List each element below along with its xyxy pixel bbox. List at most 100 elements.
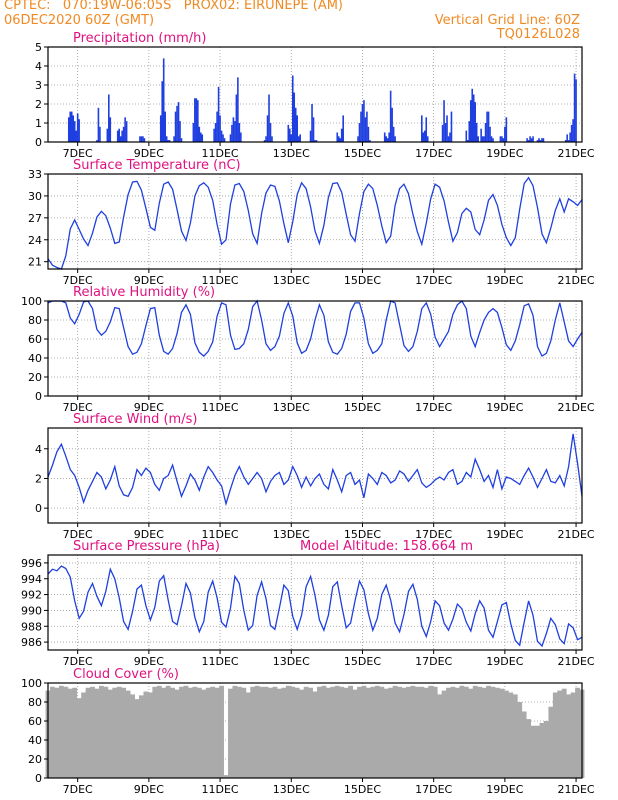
precip-bar: [159, 115, 162, 142]
cloud-bar: [90, 686, 95, 778]
precip-bar: [539, 140, 542, 142]
precip-bar: [268, 94, 270, 142]
precip-bar: [229, 134, 232, 142]
cloud-bar: [495, 687, 500, 778]
cloud-bar: [147, 692, 153, 778]
cloud-bar: [428, 685, 434, 778]
precip-bar: [106, 128, 109, 142]
cloud-bar: [223, 775, 229, 778]
xtick-label-pressure-1: 9DEC: [134, 655, 164, 668]
cloud-bar: [517, 702, 523, 778]
ytick-label-cloud-cover-5: 100: [21, 677, 42, 690]
cloud-bar: [259, 686, 265, 778]
cloud-bar: [81, 692, 87, 778]
ytick-label-temperature-4: 33: [28, 168, 42, 181]
xtick-label-pressure-6: 19DEC: [486, 655, 523, 668]
cloud-bar: [103, 686, 109, 778]
precip-bar: [99, 126, 101, 142]
xtick-label-wind-0: 7DEC: [63, 528, 93, 541]
cloud-bar: [210, 686, 216, 778]
cloud-bar: [290, 686, 296, 778]
precip-bar: [483, 136, 485, 142]
precip-bar: [72, 115, 75, 142]
panel-title-wind: Surface Wind (m/s): [73, 412, 197, 427]
cloud-bar: [334, 685, 340, 778]
cloud-bar: [236, 686, 242, 778]
cloud-bar: [285, 685, 291, 778]
cloud-bar: [370, 686, 376, 778]
precip-bar: [297, 136, 300, 142]
precip-bar: [216, 111, 218, 142]
cloud-bar: [179, 686, 184, 778]
precip-bar: [336, 132, 339, 142]
precip-bar: [164, 111, 166, 142]
cloud-bar: [107, 689, 113, 778]
cloud-bar: [543, 721, 549, 778]
xtick-label-precipitation-4: 15DEC: [344, 147, 381, 160]
cloud-bar: [552, 692, 558, 778]
xtick-label-temperature-7: 21DEC: [558, 274, 595, 287]
xtick-label-temperature-2: 11DEC: [202, 274, 239, 287]
precip-bar: [294, 107, 297, 142]
frame-humidity: [47, 300, 583, 397]
cloud-bar: [481, 687, 487, 778]
cloud-bar: [308, 687, 313, 778]
cloud-bar: [250, 686, 256, 778]
cloud-bar: [348, 685, 354, 778]
cloud-bar: [205, 687, 211, 778]
precip-bar: [364, 117, 367, 142]
cloud-bar: [214, 687, 220, 778]
cloud-bar: [526, 719, 532, 778]
precip-bar: [567, 140, 570, 142]
xtick-label-precipitation-1: 9DEC: [134, 147, 164, 160]
precip-bar: [167, 140, 169, 142]
ytick-label-humidity-0: 0: [35, 390, 42, 403]
xtick-label-humidity-2: 11DEC: [202, 401, 239, 414]
precip-bar: [180, 138, 183, 142]
precip-bar: [386, 138, 389, 142]
cloud-bar: [561, 688, 567, 778]
panel-temperature: 21 24 27 30 33 7DEC 9DEC 11DEC 13DEC 15DEC 17DEC 19…: [28, 158, 595, 287]
precip-bar: [174, 111, 177, 142]
precip-bar: [501, 136, 503, 142]
ytick-label-wind-0: 0: [35, 502, 42, 515]
cloud-bar: [441, 690, 447, 778]
precip-bar: [530, 138, 533, 142]
ytick-label-wind-2: 4: [35, 443, 42, 456]
precip-bar: [162, 58, 165, 142]
precip-bar: [296, 115, 298, 142]
panel-title-pressure: Surface Pressure (hPa): [73, 539, 220, 554]
cloud-bar: [76, 698, 82, 778]
panel-cloud-cover: 0 20 40 60 80 100 7DEC 9DEC 11DEC 13DEC 15DEC 17DEC…: [21, 667, 595, 796]
cloud-bar: [330, 686, 336, 778]
precip-bar: [367, 126, 370, 142]
precip-bar: [360, 111, 362, 142]
precip-bar: [116, 130, 119, 142]
panel-humidity: 0 20 40 60 80 100 7DEC 9DEC 11DEC 13DEC 15DEC 17DEC…: [21, 285, 595, 414]
xtick-label-precipitation-5: 17DEC: [415, 147, 452, 160]
pressure-line: [47, 565, 583, 648]
precip-bar: [199, 132, 202, 142]
precip-bar: [426, 136, 429, 142]
xtick-label-precipitation-7: 21DEC: [558, 147, 595, 160]
precip-bar: [240, 132, 242, 142]
precip-bar: [140, 136, 143, 142]
precip-bar: [492, 138, 494, 142]
precip-bar: [96, 140, 98, 142]
ytick-label-pressure-0: 986: [21, 636, 42, 649]
ytick-label-precipitation-0: 0: [35, 136, 42, 149]
precip-bar: [237, 77, 239, 142]
precip-bar: [309, 130, 312, 142]
precip-bar: [342, 115, 344, 142]
precip-bar: [287, 124, 290, 142]
xtick-label-cloud-cover-5: 17DEC: [415, 783, 452, 796]
ytick-label-humidity-3: 60: [28, 333, 42, 346]
precip-bar: [311, 104, 313, 142]
precip-bar: [118, 128, 120, 142]
cloud-bar: [410, 685, 416, 778]
cloud-bar: [450, 686, 456, 778]
precip-bar: [449, 132, 451, 142]
precip-bar: [447, 136, 450, 142]
ytick-label-humidity-2: 40: [28, 352, 42, 365]
precip-bar: [441, 124, 444, 142]
